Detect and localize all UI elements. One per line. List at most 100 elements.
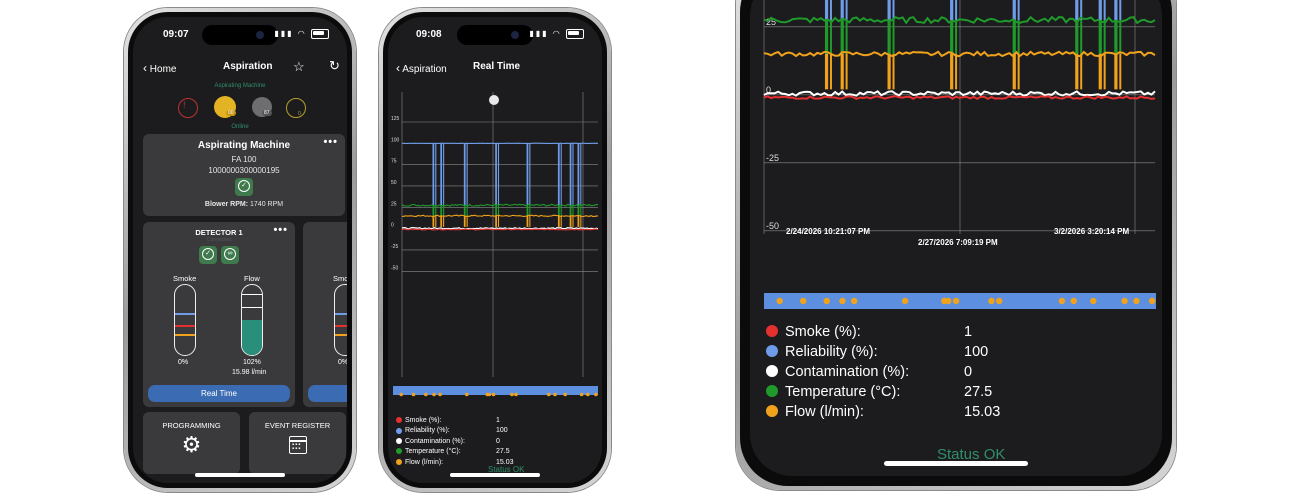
status-bar-icons: ▮▮▮ ◠ xyxy=(274,29,329,39)
phone-real-time-zoom: 25 0 -25 -50 2/24/2026 10:21:07 PM 2/27/2026 … xyxy=(736,0,1176,490)
flow-gauge xyxy=(241,284,263,356)
home-indicator xyxy=(195,473,285,477)
legend-dot-icon xyxy=(396,417,402,424)
status-label: Status OK xyxy=(488,465,525,474)
x-tick-label: 2/27/2026 7:09:19 PM xyxy=(918,238,998,247)
wifi-icon: ◠ xyxy=(552,29,562,39)
check-circle-icon: ✓ xyxy=(235,178,253,196)
y-tick-label: 25 xyxy=(766,17,776,27)
event-marker xyxy=(491,392,496,397)
back-label: Home xyxy=(149,64,177,75)
event-marker xyxy=(945,297,952,305)
battery-icon xyxy=(566,29,584,39)
more-menu-icon[interactable]: ••• xyxy=(273,224,288,236)
dynamic-island xyxy=(202,25,278,45)
detector-card-2[interactable]: Smo 0% xyxy=(303,222,347,407)
blower-value: 1740 RPM xyxy=(250,201,284,208)
programming-tile[interactable]: PROGRAMMING ⚙ xyxy=(143,412,240,474)
battery-badge: 0 xyxy=(298,111,301,117)
disable-badge: 87 xyxy=(262,110,272,116)
scrub-handle-icon xyxy=(489,95,499,105)
more-menu-icon[interactable]: ••• xyxy=(323,136,338,148)
battery-icon xyxy=(311,29,329,39)
detector-subtitle: Connected xyxy=(206,237,232,243)
fault-badge: ! xyxy=(183,100,186,110)
status-icons-row: ! 00 87 0 xyxy=(178,96,308,122)
y-tick-label: 25 xyxy=(391,201,397,207)
event-register-tile[interactable]: EVENT REGISTER ▪▪▪ ▪▪▪ xyxy=(249,412,346,474)
phone-real-time: 09:08 ▮▮▮ ◠ ‹ Aspiration Real Time 125 10… xyxy=(379,8,611,492)
x-tick-label: 3/2/2026 3:20:14 PM xyxy=(1054,227,1129,236)
machine-card[interactable]: ••• Aspirating Machine FA 100 1000000300… xyxy=(143,134,345,216)
real-time-button[interactable]: Real Time xyxy=(148,385,290,402)
status-label: Status OK xyxy=(937,446,1006,463)
phone-screen: 25 0 -25 -50 2/24/2026 10:21:07 PM 2/27/2026 … xyxy=(750,0,1162,476)
phone-bezel: 09:08 ▮▮▮ ◠ ‹ Aspiration Real Time 125 10… xyxy=(383,12,607,488)
event-marker xyxy=(1090,297,1097,305)
legend-label: Flow (l/min): xyxy=(785,404,864,420)
x-tick-label: 2/24/2026 10:21:07 PM xyxy=(786,227,870,236)
legend-value: 1 xyxy=(496,417,500,424)
legend-label: Contamination (%): xyxy=(785,364,910,380)
alarm-marker xyxy=(175,325,195,327)
home-indicator xyxy=(884,461,1028,466)
refresh-icon[interactable]: ↻ xyxy=(329,58,340,73)
event-markers xyxy=(399,392,598,397)
legend-value: 100 xyxy=(496,427,508,435)
legend-label: Smoke (%): xyxy=(785,324,861,340)
alarm-status-icon[interactable]: 00 xyxy=(214,96,236,118)
legend-row: Contamination (%): 0 xyxy=(766,364,1146,380)
link-icon: ∞ xyxy=(221,246,239,264)
blower-label: Blower RPM: xyxy=(204,201,249,208)
event-marker xyxy=(1148,297,1156,305)
detector-card[interactable]: ••• DETECTOR 1 Connected ✓ ∞ Smoke Flow xyxy=(143,222,295,407)
machine-model: FA 100 xyxy=(231,155,257,164)
back-button[interactable]: ‹ Aspiration xyxy=(396,61,447,75)
phone-aspiration: 09:07 ▮▮▮ ◠ ‹ Home Aspiration ☆ ↻ Aspira… xyxy=(124,8,356,492)
legend-row: Temperature (°C): 27.5 xyxy=(766,384,1146,400)
signal-icon: ▮▮▮ xyxy=(529,29,549,39)
y-tick-label: 0 xyxy=(766,85,771,95)
contamination-series xyxy=(401,226,599,230)
event-marker xyxy=(851,297,858,305)
battery-status-icon[interactable]: 0 xyxy=(286,98,306,118)
legend-row: Reliability (%): 100 xyxy=(396,427,596,434)
event-timeline[interactable] xyxy=(393,386,598,397)
legend-value: 27.5 xyxy=(496,448,510,456)
legend-value: 1 xyxy=(964,324,973,340)
check-circle-icon: ✓ xyxy=(199,246,217,264)
status-bar-time: 09:08 xyxy=(416,29,442,40)
star-icon[interactable]: ☆ xyxy=(293,59,305,74)
event-timeline[interactable] xyxy=(764,293,1156,309)
legend-value: 100 xyxy=(964,344,989,360)
event-marker xyxy=(1121,297,1128,305)
event-marker xyxy=(901,297,909,305)
alarm-badge: 00 xyxy=(226,110,236,116)
legend-label: Contamination (%): xyxy=(405,437,465,445)
phone-bezel: 25 0 -25 -50 2/24/2026 10:21:07 PM 2/27/2026 … xyxy=(740,0,1172,486)
smoke-label: Smo xyxy=(333,274,347,283)
legend-row: Smoke (%): 1 xyxy=(396,417,596,424)
wifi-icon: ◠ xyxy=(297,29,307,39)
legend-dot-icon xyxy=(766,345,778,357)
page-title: Aspiration xyxy=(223,61,273,72)
smoke-label: Smoke xyxy=(173,274,197,283)
legend-dot-icon xyxy=(396,437,402,444)
event-marker xyxy=(1058,297,1066,305)
dynamic-island xyxy=(457,25,533,45)
legend-row: Flow (l/min): 15.03 xyxy=(396,459,596,466)
back-button[interactable]: ‹ Home xyxy=(143,61,176,75)
disable-status-icon[interactable]: 87 xyxy=(252,97,272,117)
home-indicator xyxy=(450,473,540,477)
event-marker xyxy=(1070,297,1077,305)
y-tick-label: 50 xyxy=(391,180,397,186)
signal-icon: ▮▮▮ xyxy=(274,29,294,39)
y-tick-label: -50 xyxy=(391,265,398,271)
contamination-series xyxy=(763,90,1156,97)
real-time-chart-zoom[interactable]: 25 0 -25 -50 2/24/2026 10:21:07 PM 2/27/2026 … xyxy=(750,0,1162,294)
flow-lower-limit xyxy=(242,307,262,309)
real-time-button-2[interactable] xyxy=(308,385,347,402)
fault-status-icon[interactable]: ! xyxy=(178,98,198,118)
chevron-left-icon: ‹ xyxy=(143,61,147,75)
